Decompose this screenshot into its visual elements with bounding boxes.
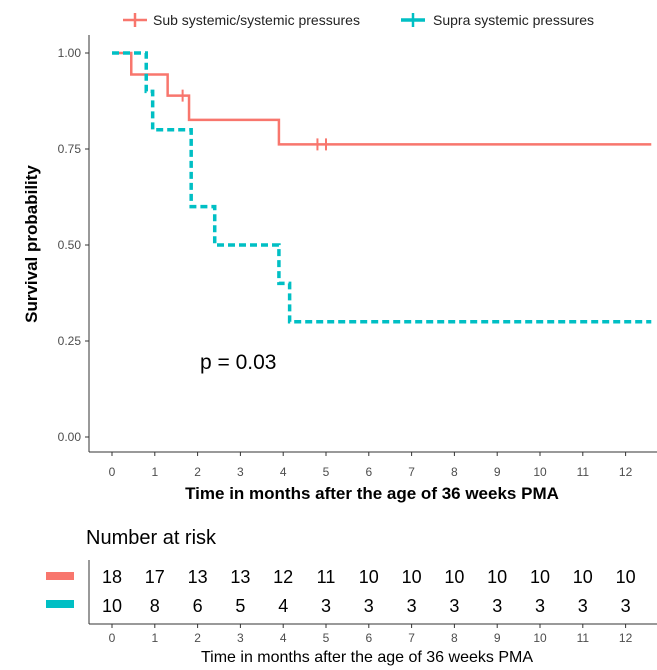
risk-cell: 3 (321, 596, 331, 616)
legend-label-supra: Supra systemic pressures (433, 12, 594, 28)
risk-cell: 17 (145, 567, 165, 587)
x-tick-label: 2 (194, 465, 201, 479)
risk-cell: 13 (230, 567, 250, 587)
risk-x-tick-label: 2 (194, 631, 201, 645)
x-tick-label: 11 (577, 465, 590, 479)
risk-cell: 8 (150, 596, 160, 616)
risk-cell: 5 (235, 596, 245, 616)
risk-cell: 10 (573, 567, 593, 587)
risk-cell: 4 (278, 596, 288, 616)
y-tick-label: 0.25 (58, 334, 82, 348)
x-tick-label: 6 (365, 465, 372, 479)
risk-cell: 10 (402, 567, 422, 587)
x-tick-label: 5 (323, 465, 330, 479)
risk-x-tick-label: 0 (109, 631, 116, 645)
risk-cell: 10 (530, 567, 550, 587)
risk-x-tick-label: 1 (151, 631, 158, 645)
x-tick-label: 3 (237, 465, 244, 479)
x-axis-ticks: 0 1 2 3 4 5 6 7 8 9 10 11 12 (109, 452, 633, 479)
x-tick-label: 0 (109, 465, 116, 479)
risk-cell: 3 (535, 596, 545, 616)
x-tick-label: 10 (533, 465, 547, 479)
risk-x-tick-label: 9 (494, 631, 501, 645)
y-tick-label: 0.00 (58, 430, 82, 444)
risk-table: Number at risk 18 17 13 13 12 11 10 10 10 10 10 10 1… (46, 527, 657, 666)
risk-x-tick-label: 4 (280, 631, 287, 645)
risk-cell: 3 (364, 596, 374, 616)
x-tick-label: 4 (280, 465, 287, 479)
y-tick-label: 0.75 (58, 142, 82, 156)
risk-x-tick-label: 11 (577, 631, 590, 645)
risk-cell: 3 (449, 596, 459, 616)
x-tick-label: 1 (151, 465, 158, 479)
risk-cell: 10 (102, 596, 122, 616)
risk-cell: 3 (492, 596, 502, 616)
x-tick-label: 8 (451, 465, 458, 479)
legend: Sub systemic/systemic pressures Supra sy… (123, 12, 594, 28)
x-tick-label: 12 (619, 465, 633, 479)
x-tick-label: 9 (494, 465, 501, 479)
risk-x-axis-title: Time in months after the age of 36 weeks… (201, 649, 533, 666)
risk-cell: 10 (487, 567, 507, 587)
risk-x-tick-label: 6 (365, 631, 372, 645)
risk-cell: 6 (193, 596, 203, 616)
survival-curve-sub (112, 51, 652, 146)
y-axis-title: Survival probability (22, 165, 41, 323)
survival-curves (112, 51, 652, 324)
risk-x-tick-label: 12 (619, 631, 633, 645)
risk-cell: 12 (273, 567, 293, 587)
risk-x-tick-label: 5 (323, 631, 330, 645)
risk-cell: 10 (359, 567, 379, 587)
legend-item-sub: Sub systemic/systemic pressures (123, 12, 360, 28)
risk-x-tick-label: 3 (237, 631, 244, 645)
risk-x-tick-label: 8 (451, 631, 458, 645)
risk-cell: 10 (616, 567, 636, 587)
risk-x-tick-label: 7 (408, 631, 415, 645)
y-tick-label: 0.50 (58, 238, 82, 252)
legend-item-supra: Supra systemic pressures (401, 12, 594, 28)
p-value-annotation: p = 0.03 (200, 351, 276, 374)
y-tick-label: 1.00 (58, 46, 82, 60)
x-tick-label: 7 (408, 465, 415, 479)
risk-cell: 3 (578, 596, 588, 616)
risk-cell: 10 (444, 567, 464, 587)
risk-row-swatch-sub (46, 572, 74, 580)
risk-table-values: 18 17 13 13 12 11 10 10 10 10 10 10 10 10 8 6 5 4 3 3 3 3 3 3 3 3 (102, 567, 636, 616)
survival-plot: 0.000.250.500.751.00 0 1 2 3 4 5 6 7 8 9 10 11 12 p … (22, 35, 657, 503)
risk-cell: 11 (317, 567, 336, 587)
risk-cell: 3 (621, 596, 631, 616)
risk-x-tick-label: 10 (533, 631, 547, 645)
risk-row-swatch-supra (46, 600, 74, 608)
risk-cell: 13 (188, 567, 208, 587)
risk-cell: 18 (102, 567, 122, 587)
risk-x-axis-ticks: 0 1 2 3 4 5 6 7 8 9 10 11 12 (109, 624, 633, 645)
risk-table-title: Number at risk (86, 527, 217, 549)
x-axis-title: Time in months after the age of 36 weeks… (185, 484, 559, 503)
y-axis-ticks: 0.00 0.25 0.50 0.75 1.00 (58, 46, 89, 444)
risk-cell: 3 (407, 596, 417, 616)
survival-curve-supra (112, 51, 652, 324)
legend-label-sub: Sub systemic/systemic pressures (153, 12, 360, 28)
